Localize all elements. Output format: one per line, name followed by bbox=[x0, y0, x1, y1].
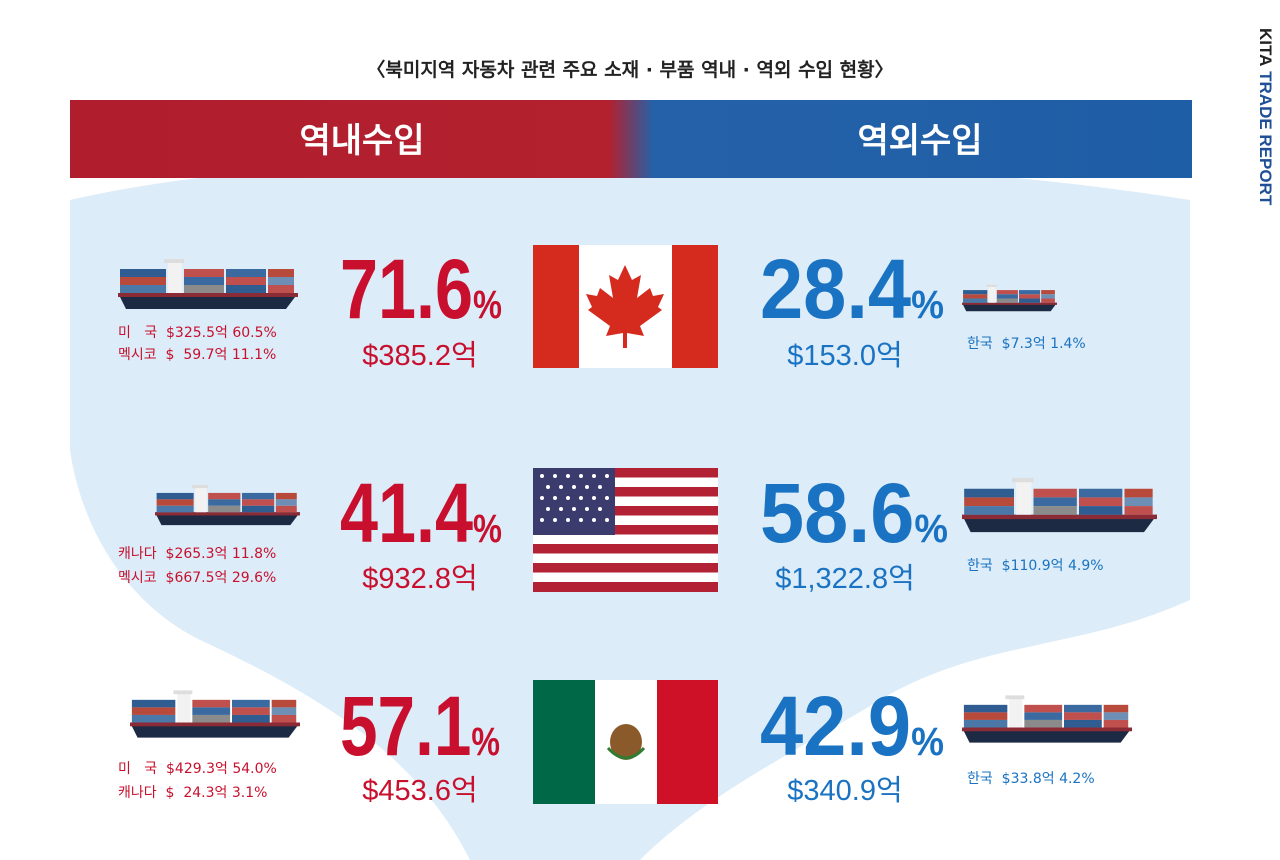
percent-value: 28.4 bbox=[760, 242, 911, 336]
outer-amount: $1,322.8억 bbox=[775, 563, 915, 595]
percent-unit: % bbox=[471, 720, 500, 764]
percent-value: 57.1 bbox=[340, 679, 471, 773]
outer-amount: $340.9억 bbox=[787, 775, 902, 807]
ship bbox=[130, 690, 300, 738]
title: 〈북미지역 자동차 관련 주요 소재 · 부품 역내 · 역외 수입 현황〉 bbox=[366, 58, 893, 81]
inner-amount: $932.8억 bbox=[362, 563, 477, 595]
outer-detail: 한국 $110.9억 4.9% bbox=[967, 558, 1104, 574]
inner-amount: $453.6억 bbox=[362, 775, 477, 807]
inner-detail: 캐나다 $265.3억 11.8% bbox=[118, 546, 276, 562]
percent-unit: % bbox=[914, 507, 948, 551]
percent-unit: % bbox=[911, 283, 944, 327]
percent-unit: % bbox=[473, 507, 502, 551]
outer-percent: 28.4% bbox=[760, 242, 944, 336]
inner-header: 역내수입 bbox=[299, 121, 424, 161]
brand: KITA bbox=[1256, 28, 1275, 66]
report-name: TRADE REPORT bbox=[1256, 71, 1275, 206]
flag-mexico: 멕시코 bbox=[533, 680, 718, 804]
percent-unit: % bbox=[911, 720, 944, 764]
inner-detail: 멕시코 $ 59.7억 11.1% bbox=[118, 347, 276, 363]
inner-amount: $385.2억 bbox=[362, 340, 477, 372]
percent-unit: % bbox=[473, 283, 502, 327]
inner-percent: 71.6% bbox=[340, 242, 502, 336]
outer-percent: 58.6% bbox=[760, 466, 948, 560]
inner-detail: 미 국 $429.3억 54.0% bbox=[118, 761, 277, 777]
flag-usa: 미국 bbox=[533, 468, 718, 592]
flag-canada: 캐나다 bbox=[533, 245, 718, 368]
inner-percent: 57.1% bbox=[340, 679, 500, 773]
inner-detail: 미 국 $325.5억 60.5% bbox=[118, 325, 277, 341]
percent-value: 71.6 bbox=[340, 242, 473, 336]
percent-value: 58.6 bbox=[760, 466, 914, 560]
outer-detail: 한국 $7.3억 1.4% bbox=[967, 336, 1086, 352]
header-band bbox=[70, 100, 1192, 178]
inner-detail: 캐나다 $ 24.3억 3.1% bbox=[118, 785, 267, 801]
ship bbox=[962, 695, 1132, 743]
outer-detail: 한국 $33.8억 4.2% bbox=[967, 771, 1095, 787]
percent-value: 41.4 bbox=[340, 466, 473, 560]
outer-percent: 42.9% bbox=[760, 679, 944, 773]
outer-header: 역외수입 bbox=[857, 121, 982, 161]
inner-percent: 41.4% bbox=[340, 466, 502, 560]
inner-detail: 멕시코 $667.5억 29.6% bbox=[118, 570, 276, 586]
side-label: KITA TRADE REPORT bbox=[1256, 28, 1275, 206]
percent-value: 42.9 bbox=[760, 679, 911, 773]
outer-amount: $153.0억 bbox=[787, 340, 902, 372]
